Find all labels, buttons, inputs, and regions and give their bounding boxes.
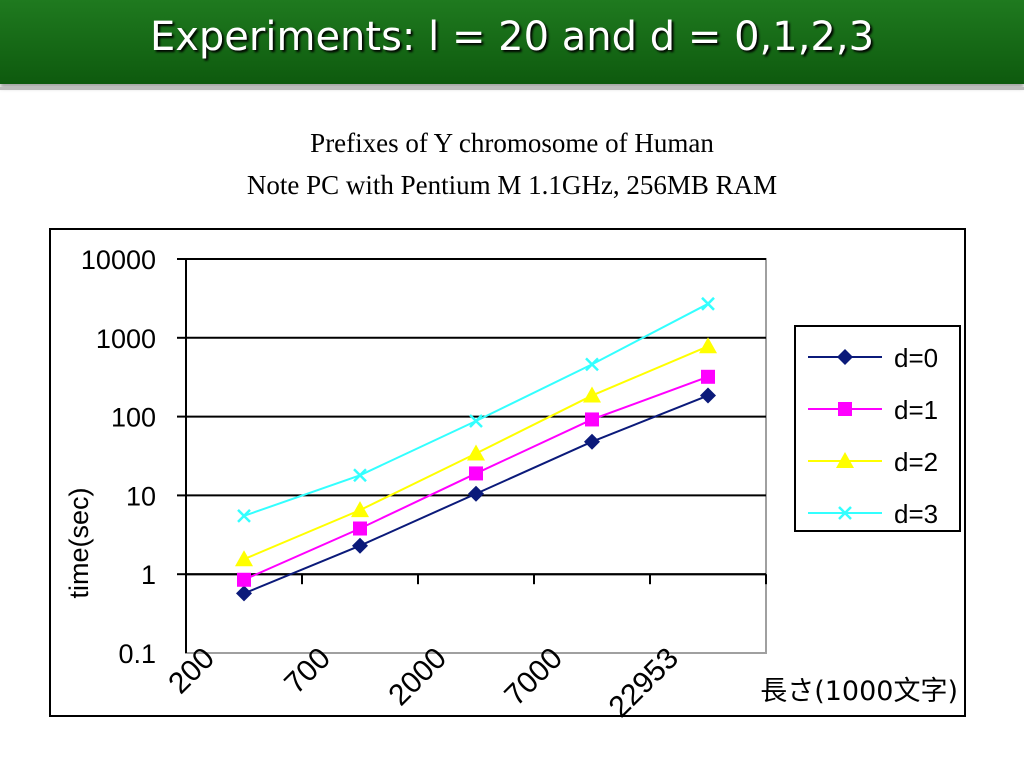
chart-subtitle-line2: Note PC with Pentium M 1.1GHz, 256MB RAM [246, 170, 778, 200]
legend-label: d=3 [894, 499, 938, 529]
data-point-stroke [237, 508, 251, 523]
data-point [585, 412, 599, 427]
y-tick-label: 0.1 [118, 639, 156, 669]
legend-item: d=3 [808, 499, 938, 529]
legend-label: d=1 [894, 395, 938, 425]
legend-item: d=1 [808, 395, 938, 425]
data-point-stroke [701, 296, 715, 311]
legend-label: d=0 [894, 343, 938, 373]
data-point [235, 550, 253, 567]
data-point [468, 485, 484, 502]
data-point-stroke [469, 414, 483, 428]
data-point [836, 452, 854, 468]
slide-title: Experiments: l = 20 and d = 0,1,2,3 [149, 14, 875, 60]
data-point [837, 349, 853, 365]
legend-label: d=2 [894, 447, 938, 477]
data-point [469, 414, 483, 428]
series-d-1 [237, 369, 715, 587]
data-point-stroke [585, 357, 599, 372]
data-point [237, 508, 251, 523]
legend-box [794, 325, 961, 532]
y-tick-label: 10 [126, 481, 156, 511]
data-point [701, 296, 715, 311]
data-point [584, 433, 600, 450]
data-point-stroke [838, 506, 852, 520]
data-point [838, 402, 852, 416]
legend-item: d=0 [808, 343, 938, 373]
x-axis-label: 長さ(1000文字) [760, 676, 958, 707]
title-bar: Experiments: l = 20 and d = 0,1,2,3 [0, 0, 1024, 84]
data-point [699, 337, 717, 354]
data-point [701, 369, 715, 384]
series-d-3 [237, 296, 715, 523]
data-point [700, 387, 716, 404]
data-point [353, 521, 367, 536]
data-point [351, 501, 369, 518]
data-point [237, 572, 251, 587]
chart-subtitle-line1: Prefixes of Y chromosome of Human [310, 128, 714, 158]
data-point [469, 466, 483, 481]
data-point [585, 357, 599, 372]
series-d-0 [236, 387, 716, 602]
data-point [353, 468, 367, 483]
y-tick-label: 1000 [96, 324, 156, 354]
data-point [583, 386, 601, 403]
data-point [467, 444, 485, 461]
title-divider [0, 87, 1024, 90]
data-point [352, 537, 368, 554]
legend-item: d=2 [808, 447, 938, 477]
y-axis-label: time(sec) [64, 487, 94, 598]
data-point [236, 585, 252, 602]
data-point-stroke [353, 468, 367, 483]
y-tick-label: 100 [111, 403, 156, 433]
series-d-2 [235, 337, 717, 567]
y-tick-label: 10000 [81, 245, 156, 275]
data-point [838, 506, 852, 520]
y-tick-label: 1 [141, 560, 156, 590]
